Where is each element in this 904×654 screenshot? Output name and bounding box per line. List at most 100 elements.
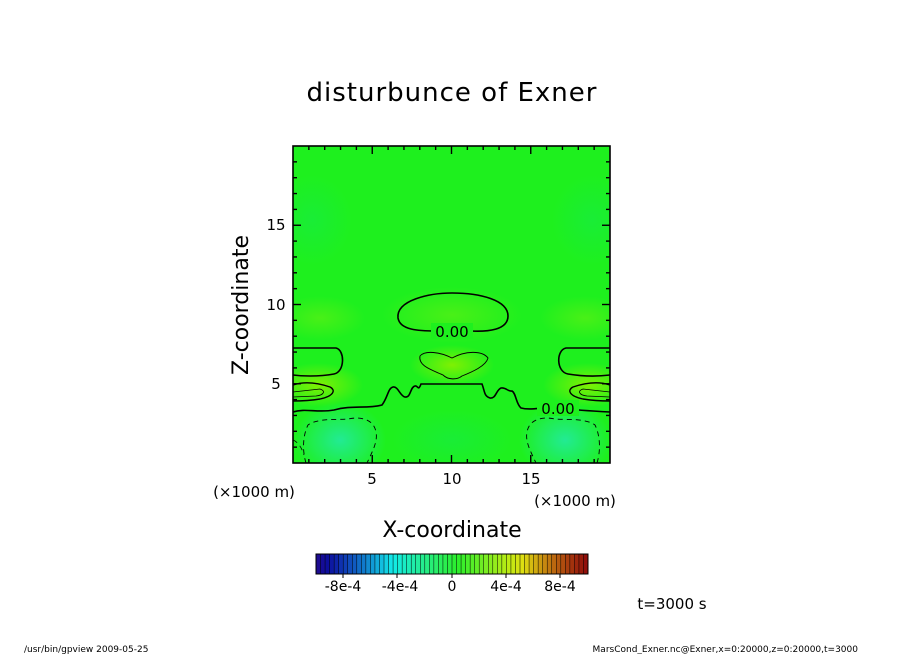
- colorbar-cell: [433, 554, 439, 574]
- colorbar-cell: [551, 554, 557, 574]
- contour-label-bg: [431, 323, 473, 339]
- colorbar-cell: [565, 554, 571, 574]
- colorbar-tick-label: 0: [448, 579, 457, 595]
- axis-ticks: [293, 146, 610, 463]
- colorbar-cell: [492, 554, 498, 574]
- colorbar: [315, 554, 589, 574]
- colorbar-cell: [488, 554, 494, 574]
- negative-contour-right: [526, 417, 600, 463]
- colorbar-ticks: [342, 574, 561, 578]
- y-axis-label: Z-coordinate: [229, 235, 254, 375]
- colorbar-cell: [515, 554, 521, 574]
- colorbar-cell: [365, 554, 371, 574]
- zero-contour-lower: [293, 383, 610, 413]
- positive-contour-left: [293, 388, 324, 398]
- colorbar-tick-label: -4e-4: [382, 579, 419, 595]
- zero-contour-left-mid: [293, 382, 334, 402]
- contour-label: 0.00: [435, 323, 468, 341]
- colorbar-cell: [438, 554, 444, 574]
- colorbar-cell: [474, 554, 480, 574]
- colorbar-cell: [483, 554, 489, 574]
- colorbar-tick-label: 8e-4: [544, 579, 576, 595]
- colorbar-cell: [338, 554, 344, 574]
- zero-contour-right-mid: [569, 382, 610, 402]
- colorbar-cell: [429, 554, 435, 574]
- colorbar-tick-label: -8e-4: [325, 579, 362, 595]
- colorbar-cell: [569, 554, 575, 574]
- colorbar-cell: [452, 554, 457, 574]
- positive-contour-right: [579, 388, 610, 398]
- colorbar-cell: [379, 554, 385, 574]
- colorbar-cell: [533, 554, 539, 574]
- time-label: t=3000 s: [637, 595, 706, 613]
- x-axis-label: X-coordinate: [382, 518, 521, 543]
- colorbar-cell: [343, 554, 349, 574]
- zero-contour-upper: [397, 292, 509, 333]
- colorbar-cell: [538, 554, 544, 574]
- colorbar-cell: [361, 554, 367, 574]
- colorbar-cell: [574, 554, 580, 574]
- colorbar-cell: [411, 554, 417, 574]
- contour-label-bg: [537, 400, 579, 416]
- colorbar-cell: [334, 554, 340, 574]
- chart-title: disturbunce of Exner: [307, 78, 598, 108]
- colorbar-cell: [384, 554, 389, 574]
- zero-contour-right-cap: [557, 347, 610, 377]
- colorbar-cell: [510, 554, 516, 574]
- colorbar-cell: [497, 554, 503, 574]
- x-axis-unit: (×1000 m): [534, 492, 616, 510]
- colorbar-cell: [370, 554, 376, 574]
- colorbar-cell: [461, 554, 466, 574]
- y-tick-label: 15: [266, 216, 285, 234]
- colorbar-cell: [556, 554, 562, 574]
- colorbar-cell: [402, 554, 408, 574]
- colorbar-tick-label: 4e-4: [490, 579, 522, 595]
- x-tick-label: 5: [367, 470, 377, 488]
- colorbar-cell: [397, 554, 403, 574]
- colorbar-cell: [393, 554, 398, 574]
- colorbar-cell: [374, 554, 380, 574]
- field-shading: [293, 146, 610, 463]
- colorbar-cell: [583, 554, 589, 574]
- colorbar-cell: [356, 554, 362, 574]
- colorbar-cell: [542, 554, 548, 574]
- contour-label: 0.00: [541, 400, 574, 418]
- colorbar-cell: [470, 554, 476, 574]
- zero-contour-left-cap: [293, 347, 344, 377]
- colorbar-cell: [578, 554, 584, 574]
- y-tick-label: 10: [266, 296, 285, 314]
- colorbar-cell: [524, 554, 530, 574]
- x-tick-label: 10: [442, 470, 461, 488]
- x-tick-label: 15: [521, 470, 540, 488]
- y-tick-label: 5: [271, 375, 281, 393]
- colorbar-cell: [388, 554, 394, 574]
- colorbar-cell: [447, 554, 453, 574]
- colorbar-cell: [347, 554, 353, 574]
- colorbar-cell: [520, 554, 525, 574]
- colorbar-cell: [415, 554, 421, 574]
- footer-right: MarsCond_Exner.nc@Exner,x=0:20000,z=0:20…: [593, 645, 859, 654]
- negative-contour-mid: [293, 439, 305, 456]
- colorbar-cell: [406, 554, 412, 574]
- colorbar-cell: [316, 554, 321, 574]
- colorbar-cell: [529, 554, 534, 574]
- colorbar-cell: [442, 554, 448, 574]
- colorbar-cell: [352, 554, 358, 574]
- footer-left: /usr/bin/gpview 2009-05-25: [24, 645, 148, 654]
- colorbar-cell: [501, 554, 507, 574]
- colorbar-cell: [560, 554, 566, 574]
- colorbar-cell: [465, 554, 471, 574]
- colorbar-cell: [329, 554, 335, 574]
- colorbar-cell: [456, 554, 462, 574]
- colorbar-cell: [424, 554, 430, 574]
- colorbar-cell: [325, 554, 330, 574]
- negative-contour-left: [303, 417, 377, 463]
- colorbar-cell: [506, 554, 512, 574]
- colorbar-cell: [420, 554, 426, 574]
- y-axis-unit: (×1000 m): [213, 483, 295, 501]
- positive-contour-center: [419, 351, 489, 380]
- colorbar-cell: [547, 554, 553, 574]
- colorbar-cell: [479, 554, 485, 574]
- colorbar-cell: [320, 554, 326, 574]
